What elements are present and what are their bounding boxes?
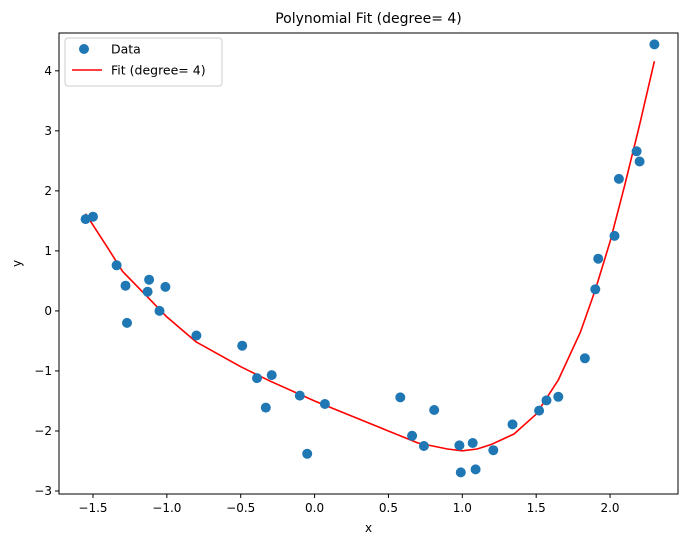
data-point: [302, 448, 313, 459]
x-tick-label: 1.5: [527, 501, 546, 515]
data-point: [122, 317, 132, 328]
data-point: [144, 274, 155, 285]
plot-frame: [58, 32, 679, 495]
data-point: [467, 438, 478, 448]
data-point: [553, 391, 564, 402]
data-point: [154, 305, 165, 316]
data-point: [88, 211, 98, 222]
x-tick-label: 2.0: [600, 501, 619, 515]
data-point: [142, 286, 153, 297]
x-axis-label: x: [365, 521, 372, 535]
x-tick-label: 0.0: [305, 501, 324, 515]
fit-line: [84, 61, 656, 452]
chart-title: Polynomial Fit (degree= 4): [275, 11, 462, 27]
data-point: [418, 441, 429, 451]
data-point: [455, 467, 466, 478]
data-point: [294, 390, 305, 401]
y-axis-label: y: [10, 260, 24, 267]
data-point: [120, 280, 131, 291]
data-point: [634, 156, 645, 167]
data-point: [579, 353, 590, 364]
y-tick-label: 4: [44, 64, 52, 78]
y-tick-label: −1: [34, 364, 52, 378]
data-point: [111, 260, 122, 271]
data-point: [429, 405, 440, 415]
x-tick-label: −1.5: [78, 501, 107, 515]
data-point: [470, 464, 481, 475]
data-point: [541, 395, 552, 406]
y-tick-label: 3: [44, 124, 52, 138]
data-point: [191, 330, 202, 341]
data-point: [454, 440, 465, 451]
y-tick-label: −3: [34, 484, 52, 498]
y-tick-label: 2: [44, 184, 52, 198]
data-point: [631, 146, 642, 157]
x-tick-label: 1.0: [453, 501, 472, 515]
x-tick-label: −0.5: [226, 501, 255, 515]
data-point: [319, 399, 330, 409]
data-point: [590, 284, 601, 295]
data-point: [534, 405, 545, 416]
y-tick-label: −2: [34, 424, 52, 438]
data-point: [507, 419, 518, 430]
data-point: [237, 340, 248, 351]
data-point: [649, 39, 660, 50]
legend-box: [64, 37, 223, 87]
scatter-points-layer: [80, 39, 660, 478]
data-point: [252, 373, 262, 384]
y-tick-label: 1: [44, 244, 52, 258]
x-axis-ticks: −1.5 −1.0 −0.5 0.0 0.5 1.0 1.5 2.0: [78, 494, 620, 515]
y-axis-ticks: −3 −2 −1 0 1 2 3 4: [34, 64, 59, 498]
data-point: [488, 445, 499, 456]
data-point: [609, 230, 620, 241]
x-tick-label: 0.5: [379, 501, 398, 515]
data-point: [395, 392, 406, 403]
plot-area: [58, 32, 679, 495]
legend: Data Fit (degree= 4): [64, 37, 223, 87]
data-point: [160, 281, 171, 292]
data-point: [266, 370, 277, 381]
legend-label-fit: Fit (degree= 4): [111, 63, 206, 78]
data-point: [593, 253, 604, 264]
legend-marker-data: [79, 44, 89, 54]
data-point: [407, 430, 418, 441]
data-point: [260, 402, 271, 413]
legend-label-data: Data: [111, 42, 141, 57]
y-tick-label: 0: [44, 304, 52, 318]
x-tick-label: −1.0: [152, 501, 181, 515]
data-point: [613, 173, 624, 184]
fit-line-layer: [84, 61, 656, 452]
